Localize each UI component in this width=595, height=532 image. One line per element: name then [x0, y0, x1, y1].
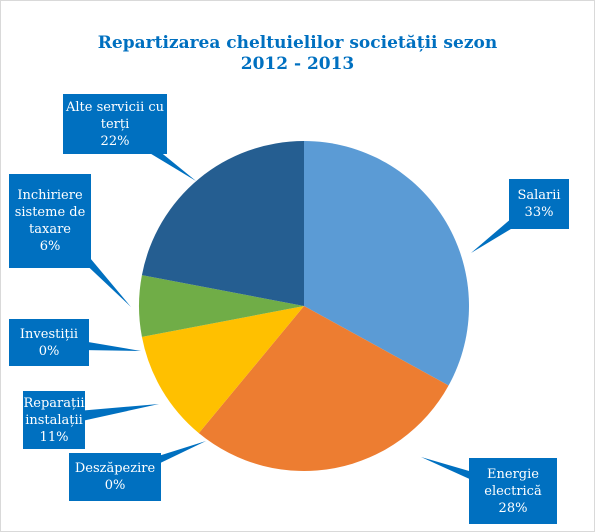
pie-slice [304, 141, 469, 386]
pie-slice [139, 275, 304, 337]
data-label: Investiții 0% [9, 319, 89, 366]
pie-slice [141, 141, 304, 306]
category-label: Energie electrică [484, 466, 542, 499]
callout-box [9, 174, 91, 268]
category-label: Investiții [19, 326, 79, 342]
value-label: 22% [100, 133, 130, 149]
pie-slice [198, 306, 449, 471]
data-label: Inchiriere sisteme de taxare 6% [9, 174, 91, 268]
category-label: Alte servicii cu terți [65, 99, 165, 132]
chart-title: 2012 - 2013 [240, 54, 355, 74]
callout-box [63, 94, 167, 154]
pie-slice [141, 306, 304, 434]
callout-box [23, 391, 85, 449]
category-label: Reparații instalații [23, 395, 85, 428]
data-label: Energie electrică 28% [469, 458, 557, 524]
callout-box [9, 319, 89, 366]
value-label: 11% [39, 429, 69, 445]
data-label: Reparații instalații 11% [23, 391, 85, 449]
value-label: 28% [498, 500, 528, 516]
category-label: Salarii [517, 188, 561, 203]
data-label: Alte servicii cu terți 22% [63, 94, 167, 154]
callout-box [509, 179, 569, 229]
callout-box [469, 458, 557, 524]
data-label: Deszăpezire 0% [69, 453, 161, 501]
callout-box [69, 453, 161, 501]
category-label: Deszăpezire [74, 461, 156, 476]
category-label: Inchiriere sisteme de taxare [14, 188, 86, 237]
data-label: Salarii 33% [509, 179, 569, 229]
value-label: 0% [104, 478, 126, 493]
chart-title: Repartizarea cheltuielilor societății se… [97, 33, 498, 53]
value-label: 33% [524, 205, 554, 220]
value-label: 0% [38, 343, 60, 359]
value-label: 6% [39, 239, 61, 254]
